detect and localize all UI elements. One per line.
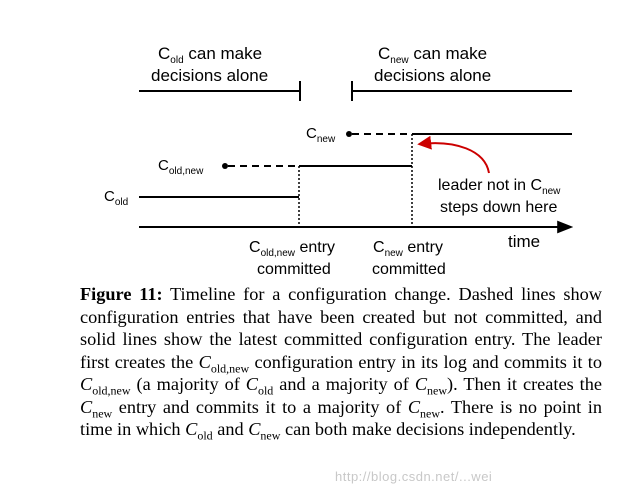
- cnew-decides-label-line2: decisions alone: [374, 66, 491, 85]
- cold-label: Cold: [104, 188, 128, 208]
- cold-decides-label-line2: decisions alone: [151, 66, 268, 85]
- coldnew-label: Cold,new: [158, 157, 204, 177]
- coldnew-created-dot: [222, 163, 228, 169]
- figure-label: Figure 11:: [80, 284, 163, 304]
- cnew-created-dot: [346, 131, 352, 137]
- cnew-label: Cnew: [306, 125, 336, 145]
- cnew-committed-label-line2: committed: [372, 261, 446, 278]
- coldnew-committed-label: Cold,new entry: [249, 239, 335, 259]
- configuration-timeline-diagram: Cold can make decisions alone Cnew can m…: [104, 44, 574, 278]
- cold-decides-label: Cold can make: [158, 44, 262, 66]
- coldnew-committed-label-line2: committed: [257, 261, 331, 278]
- stepdown-arrow: [417, 135, 490, 174]
- cnew-decides-label: Cnew can make: [378, 44, 487, 66]
- figure-caption: Figure 11: Timeline for a configuration …: [80, 284, 603, 443]
- cnew-committed-label: Cnew entry: [373, 239, 443, 259]
- stepdown-annotation-line1: leader not in Cnew: [438, 177, 561, 197]
- stepdown-annotation-line2: steps down here: [440, 199, 558, 216]
- watermark: http://blog.csdn.net/...wei: [335, 469, 493, 484]
- time-axis-label: time: [508, 232, 540, 251]
